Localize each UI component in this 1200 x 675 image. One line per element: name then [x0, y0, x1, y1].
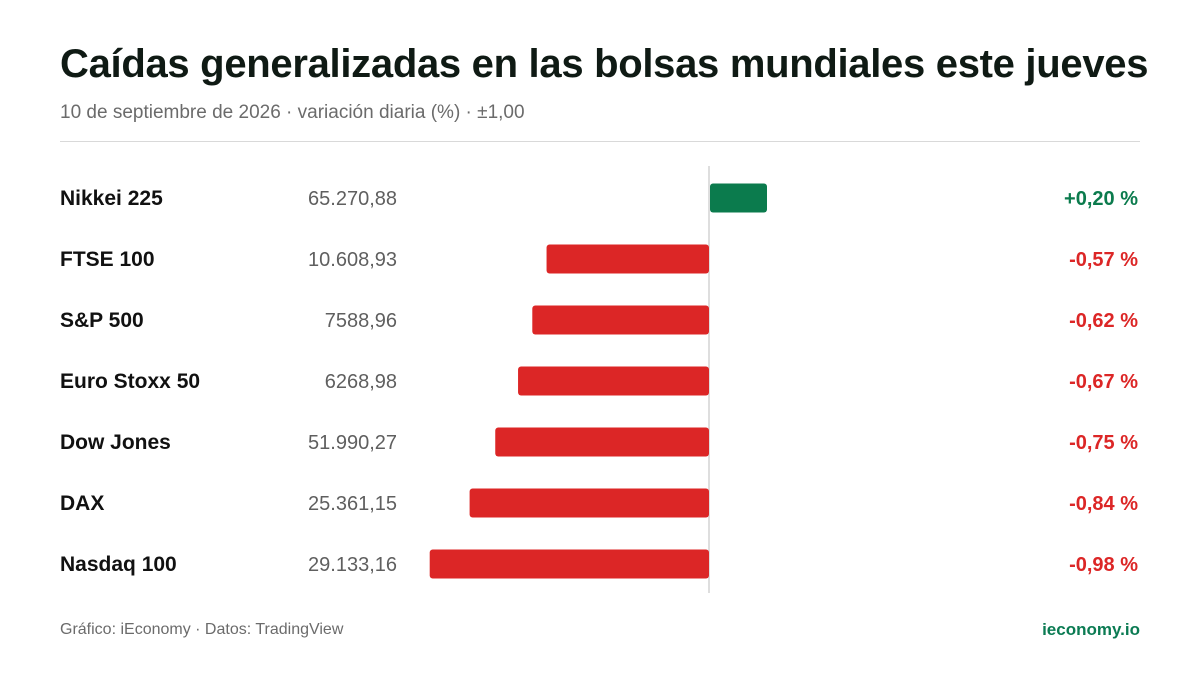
index-level-label: 7588,96	[325, 310, 397, 332]
bar-negative	[532, 305, 709, 335]
change-value-label: -0,75 %	[1069, 432, 1138, 454]
index-name-label: Nikkei 225	[60, 187, 163, 210]
bar-negative	[495, 427, 709, 457]
index-name-label: Nasdaq 100	[60, 553, 177, 576]
change-value-label: +0,20 %	[1064, 188, 1138, 210]
index-level-label: 29.133,16	[308, 554, 397, 576]
change-value-label: -0,84 %	[1069, 493, 1138, 515]
chart-title: Caídas generalizadas en las bolsas mundi…	[60, 42, 1149, 86]
index-name-label: FTSE 100	[60, 248, 155, 271]
bar-negative	[429, 549, 709, 579]
index-name-label: S&P 500	[60, 309, 144, 332]
index-level-label: 65.270,88	[308, 188, 397, 210]
change-value-label: -0,57 %	[1069, 249, 1138, 271]
index-name-label: DAX	[60, 492, 104, 515]
brand-link[interactable]: ieconomy.io	[1042, 620, 1140, 639]
index-level-label: 25.361,15	[308, 493, 397, 515]
index-name-label: Euro Stoxx 50	[60, 370, 200, 393]
bar-positive	[710, 183, 767, 213]
bar-negative	[518, 366, 709, 396]
source-credit: Gráfico: iEconomy · Datos: TradingView	[60, 621, 344, 638]
index-level-label: 6268,98	[325, 371, 397, 393]
index-name-label: Dow Jones	[60, 431, 171, 454]
bar-negative	[469, 488, 709, 518]
change-value-label: -0,67 %	[1069, 371, 1138, 393]
change-value-label: -0,98 %	[1069, 554, 1138, 576]
change-value-label: -0,62 %	[1069, 310, 1138, 332]
index-level-label: 10.608,93	[308, 249, 397, 271]
header-divider	[60, 141, 1140, 142]
chart-subtitle: 10 de septiembre de 2026 · variación dia…	[60, 102, 525, 123]
index-level-label: 51.990,27	[308, 432, 397, 454]
bar-negative	[546, 244, 709, 274]
